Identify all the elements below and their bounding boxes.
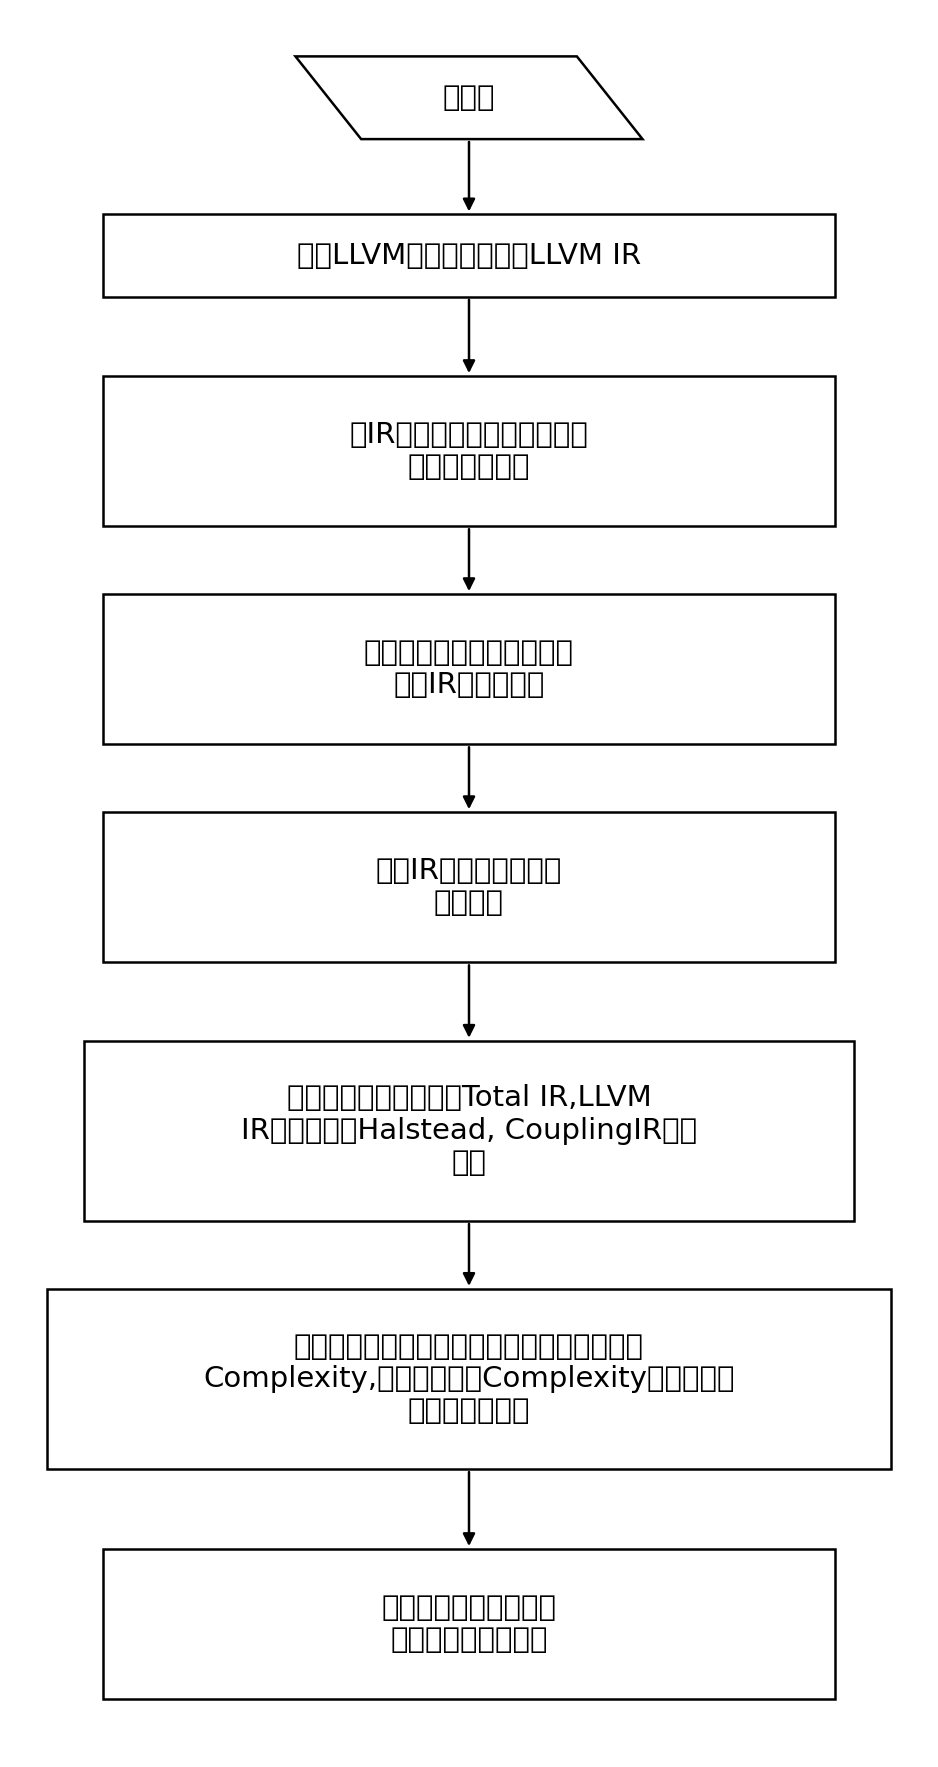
Text: 对度量结果进行主成分分析，构建复杂度函数
Complexity,根据各模块的Complexity大小，对函
数模块进行排序: 对度量结果进行主成分分析，构建复杂度函数 Complexity,根据各模块的Co… (204, 1332, 734, 1426)
Bar (47, 1288, 891, 1468)
Bar (84, 1041, 854, 1221)
Text: 源程序: 源程序 (443, 83, 495, 111)
Bar (103, 1550, 835, 1700)
Text: 依排序结果对程序进行
错误检查，安全分析: 依排序结果对程序进行 错误检查，安全分析 (382, 1594, 556, 1654)
Polygon shape (295, 57, 643, 140)
Bar (103, 376, 835, 527)
Text: 根据程序的基本情况对Total IR,LLVM
IR度量函数，Halstead, CouplingIR进行
计算: 根据程序的基本情况对Total IR,LLVM IR度量函数，Halstead,… (241, 1085, 697, 1177)
Text: 用IR指令根据程序的依赖关系
构建系统依赖图: 用IR指令根据程序的依赖关系 构建系统依赖图 (350, 421, 588, 481)
Text: 由依赖图得到程序中输出变
量的IR切片结果集: 由依赖图得到程序中输出变 量的IR切片结果集 (364, 640, 574, 700)
Bar (103, 813, 835, 963)
Text: 根据IR切片结果集进行
度量计算: 根据IR切片结果集进行 度量计算 (376, 857, 562, 917)
Text: 通过LLVM的命令行转换成LLVM IR: 通过LLVM的命令行转换成LLVM IR (297, 242, 641, 270)
Bar (103, 214, 835, 297)
Bar (103, 594, 835, 744)
